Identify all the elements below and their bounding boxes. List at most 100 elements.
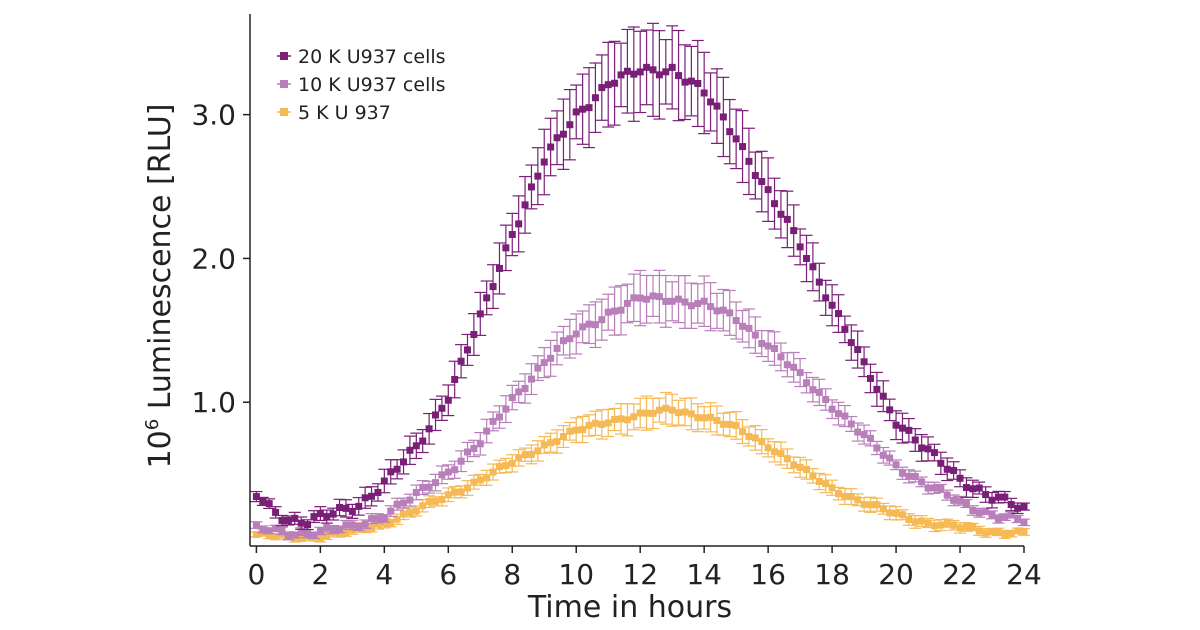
data-point	[732, 317, 740, 325]
data-point	[579, 323, 587, 331]
data-point	[930, 522, 938, 530]
data-point	[1020, 518, 1028, 526]
data-point	[272, 533, 280, 541]
data-point	[355, 502, 363, 510]
data-point	[412, 488, 420, 496]
data-point	[297, 528, 305, 536]
data-point	[809, 386, 817, 394]
data-point	[284, 517, 292, 525]
data-point	[438, 496, 446, 504]
data-point	[719, 113, 727, 121]
data-point	[790, 227, 798, 235]
data-point	[284, 532, 292, 540]
data-point	[547, 354, 555, 362]
y-ticks: 1.0 2.0 3.0	[191, 99, 250, 419]
data-point	[425, 483, 433, 491]
data-point	[252, 493, 260, 501]
data-point	[649, 409, 657, 417]
x-tick-label: 10	[558, 558, 594, 591]
data-point	[406, 508, 414, 516]
x-tick-label: 14	[686, 558, 722, 591]
data-point	[585, 320, 593, 328]
data-point	[828, 484, 836, 492]
data-point	[259, 525, 267, 533]
data-point	[310, 513, 318, 521]
data-point	[438, 471, 446, 479]
data-point	[707, 98, 715, 106]
data-point	[579, 426, 587, 434]
series-group	[250, 22, 1030, 531]
data-point	[368, 524, 376, 532]
data-point	[662, 68, 670, 76]
data-point	[854, 428, 862, 436]
data-point	[636, 68, 644, 76]
data-point	[521, 201, 529, 209]
data-point	[527, 183, 535, 191]
data-point	[534, 447, 542, 455]
data-point	[419, 437, 427, 445]
data-point	[822, 396, 830, 404]
data-point	[924, 445, 932, 453]
data-point	[611, 307, 619, 315]
data-point	[681, 408, 689, 416]
data-point	[393, 465, 401, 473]
data-point	[489, 468, 497, 476]
data-point	[540, 441, 548, 449]
data-point	[476, 476, 484, 484]
data-point	[566, 121, 574, 129]
data-point	[515, 388, 523, 396]
data-point	[681, 298, 689, 306]
data-point	[905, 426, 913, 434]
data-point	[540, 158, 548, 166]
data-point	[444, 491, 452, 499]
data-point	[316, 510, 324, 518]
data-point	[822, 294, 830, 302]
data-point	[1020, 528, 1028, 536]
data-point	[463, 448, 471, 456]
data-point	[879, 451, 887, 459]
data-point	[911, 518, 919, 526]
data-point	[451, 376, 459, 384]
data-point	[553, 438, 561, 446]
data-point	[432, 497, 440, 505]
data-point	[886, 509, 894, 517]
data-point	[962, 523, 970, 531]
data-point	[873, 385, 881, 393]
data-point	[662, 297, 670, 305]
data-point	[515, 220, 523, 228]
data-point	[342, 504, 350, 512]
data-point	[956, 497, 964, 505]
legend-marker	[280, 80, 288, 88]
data-point	[892, 509, 900, 517]
data-point	[796, 463, 804, 471]
data-point	[521, 384, 529, 392]
data-point	[649, 66, 657, 74]
data-point	[278, 527, 286, 535]
data-point	[406, 496, 414, 504]
data-point	[905, 472, 913, 480]
data-point	[623, 67, 631, 75]
data-point	[374, 514, 382, 522]
legend-label: 5 K U 937	[298, 102, 391, 124]
data-point	[713, 416, 721, 424]
x-tick-label: 2	[311, 558, 329, 591]
data-point	[866, 501, 874, 509]
data-point	[803, 379, 811, 387]
data-point	[956, 474, 964, 482]
x-tick-label: 12	[622, 558, 658, 591]
data-point	[681, 78, 689, 86]
data-point	[975, 484, 983, 492]
data-point	[771, 200, 779, 208]
data-point	[598, 420, 606, 428]
data-point	[886, 406, 894, 414]
data-point	[527, 375, 535, 383]
data-point	[854, 496, 862, 504]
data-point	[847, 493, 855, 501]
data-point	[751, 172, 759, 180]
series-group	[250, 269, 1030, 541]
series-group	[250, 391, 1030, 543]
data-point	[604, 308, 612, 316]
data-point	[732, 135, 740, 143]
data-point	[860, 431, 868, 439]
